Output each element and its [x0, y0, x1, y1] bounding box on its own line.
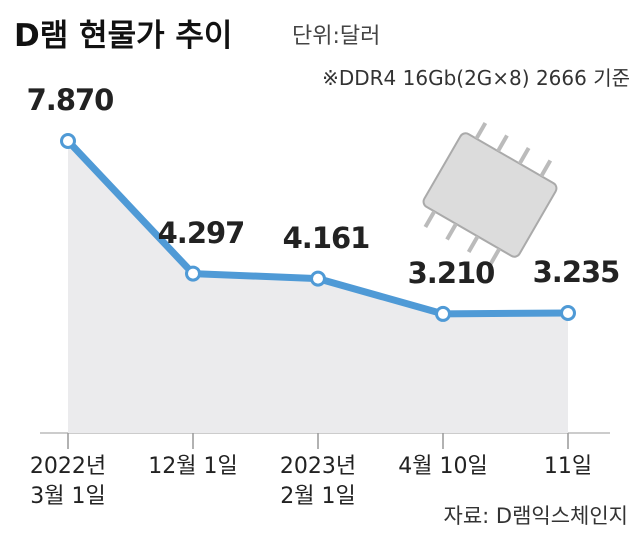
point [185, 265, 201, 282]
x-tick-label: 2022년 3월 1일 [29, 454, 107, 509]
point [560, 304, 576, 321]
value-label: 4.161 [282, 220, 371, 255]
x-tick-label: 2023년 2월 1일 [279, 454, 357, 509]
value-label: 3.210 [407, 255, 496, 290]
source: 자료: D램익스체인지 [443, 504, 628, 528]
point [310, 270, 326, 287]
unit: 단위:달러 [292, 24, 381, 49]
chart-title: D램 현물가 추이 [14, 18, 233, 54]
note: ※DDR4 16Gb(2G×8) 2666 기준 [322, 66, 630, 90]
x-tick-label: 12월 1일 [148, 454, 238, 479]
x-tick-label: 11일 [543, 454, 593, 479]
point [435, 305, 451, 322]
chip-icon [422, 122, 558, 266]
point [60, 133, 76, 150]
x-tick-label: 4월 10일 [398, 454, 488, 479]
value-label: 7.870 [26, 83, 115, 118]
value-label: 4.297 [157, 215, 246, 250]
area [68, 141, 568, 433]
value-label: 3.235 [532, 254, 621, 289]
